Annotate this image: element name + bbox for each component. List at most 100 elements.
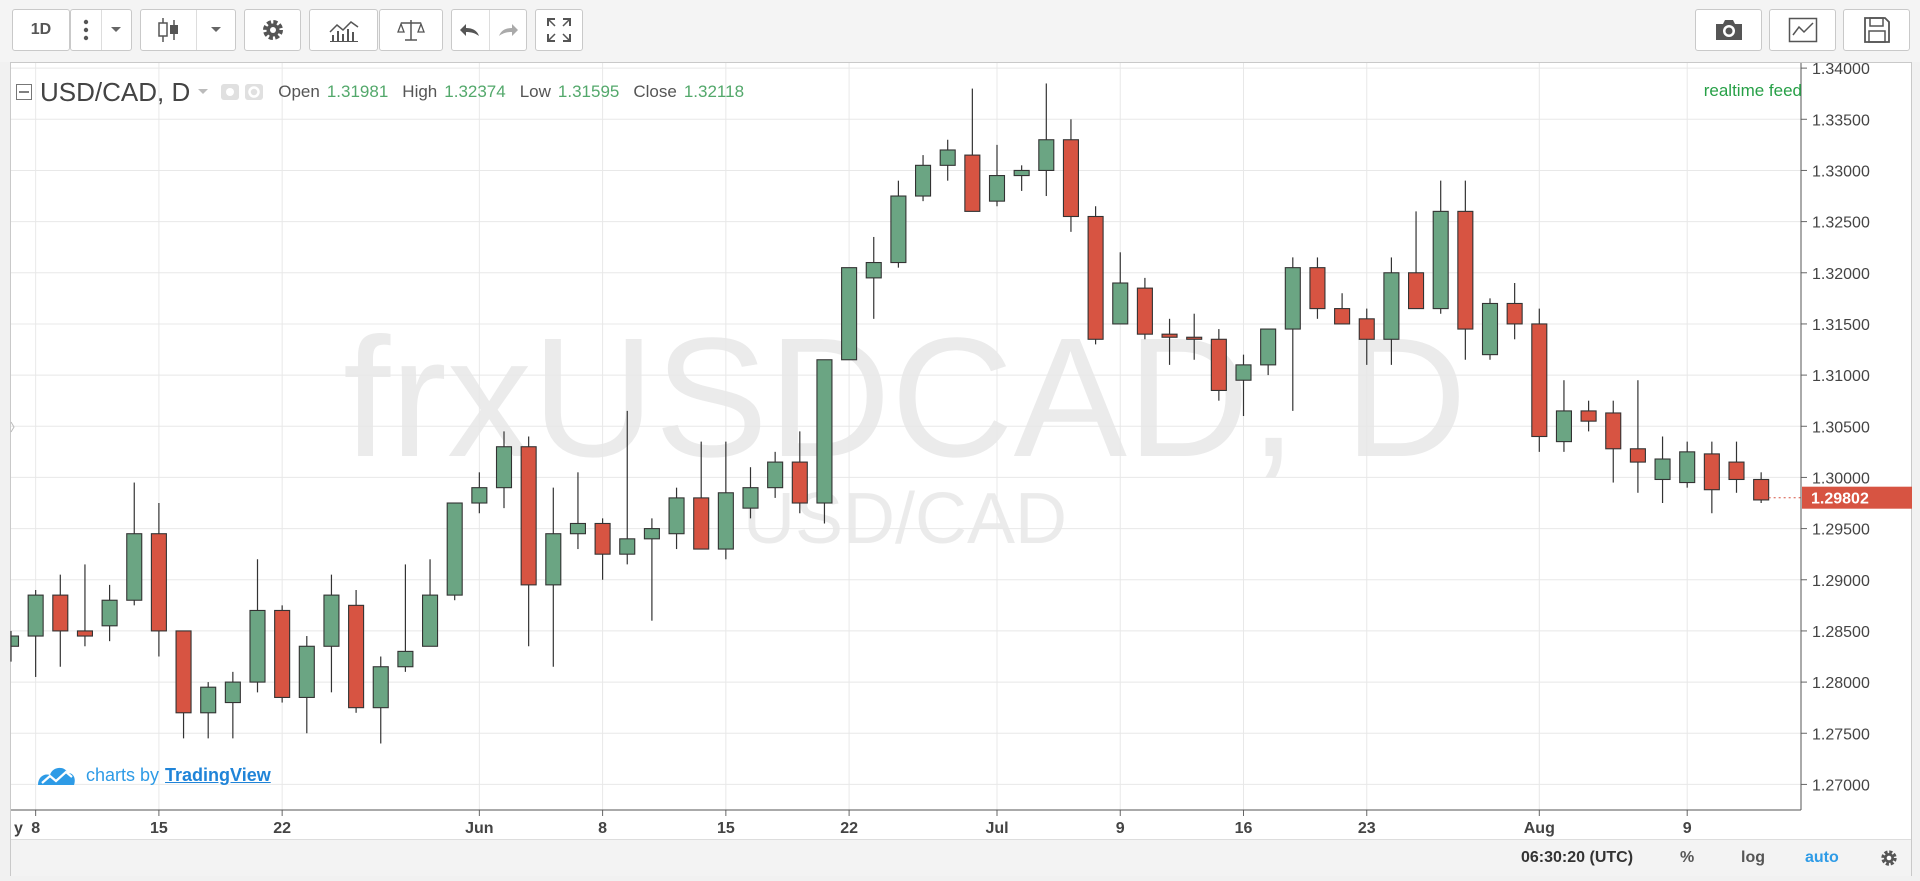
candle <box>10 630 20 662</box>
candle <box>791 431 808 514</box>
open-value: 1.31981 <box>326 82 389 101</box>
interval-menu[interactable] <box>70 9 132 51</box>
y-tick-label: 1.30500 <box>1812 419 1870 436</box>
x-tick-label: 8 <box>598 820 607 837</box>
y-tick-label: 1.28500 <box>1812 624 1870 641</box>
branding-prefix: charts by <box>86 764 160 785</box>
indicators-button[interactable] <box>309 9 378 51</box>
chevron-down-icon[interactable] <box>195 10 235 50</box>
candle <box>1062 119 1079 232</box>
more-icon[interactable] <box>71 10 101 50</box>
candle-body <box>1432 210 1449 310</box>
auto-toggle[interactable]: auto <box>1805 849 1839 866</box>
candle <box>643 518 660 621</box>
candle-body <box>52 594 69 632</box>
interval-button[interactable]: 1D <box>12 9 70 51</box>
x-tick-label: 23 <box>1358 820 1376 837</box>
candles-icon[interactable] <box>141 10 196 50</box>
low-value: 1.31595 <box>557 82 620 101</box>
candle-body <box>126 533 143 601</box>
chevron-down-icon[interactable] <box>100 10 132 50</box>
candle <box>1334 293 1351 325</box>
candle-body <box>421 594 439 647</box>
candle <box>249 559 266 693</box>
candle <box>1112 252 1129 325</box>
y-tick-label: 1.34000 <box>1812 61 1870 78</box>
candle-body <box>1408 272 1425 310</box>
panel-handle-icon[interactable] <box>10 421 15 433</box>
last-price-tag: 1.29802 <box>1802 486 1912 509</box>
candle-body <box>27 594 44 637</box>
gear-icon[interactable] <box>244 83 264 101</box>
candle-body <box>717 492 734 550</box>
candle-body <box>1062 139 1079 218</box>
eye-icon[interactable] <box>220 83 240 101</box>
candle <box>372 656 389 744</box>
candle-body <box>1309 267 1326 310</box>
candle <box>1161 318 1178 365</box>
candle <box>1728 441 1745 493</box>
indicators-icon <box>328 21 358 42</box>
candle-body <box>1506 302 1523 325</box>
candle <box>865 236 882 319</box>
interval-label: 1D <box>30 21 52 38</box>
undo-icon[interactable] <box>452 10 489 50</box>
x-tick-label: Aug <box>1524 820 1555 837</box>
candle-body <box>1260 328 1277 366</box>
candle-body <box>594 522 611 555</box>
candle-body <box>816 359 833 504</box>
y-tick-label: 1.33000 <box>1812 163 1870 180</box>
x-tick-label: 15 <box>150 820 168 837</box>
settings-button[interactable] <box>244 9 301 51</box>
candle-body <box>693 497 710 550</box>
candle-body <box>101 599 118 627</box>
candle-body <box>495 446 513 489</box>
collapse-icon[interactable] <box>16 84 32 100</box>
candle <box>964 88 981 212</box>
percent-toggle[interactable]: % <box>1680 849 1695 866</box>
candle <box>1136 277 1153 340</box>
candle-body <box>988 175 1006 202</box>
candle <box>397 564 414 672</box>
candle <box>348 589 365 713</box>
redo-icon[interactable] <box>488 10 527 50</box>
chart-type-menu[interactable] <box>140 9 236 51</box>
candle <box>914 155 932 202</box>
gear-icon[interactable] <box>1879 848 1899 868</box>
chevron-down-icon[interactable] <box>196 87 210 97</box>
log-toggle[interactable]: log <box>1741 849 1765 866</box>
candle <box>890 180 907 268</box>
save-button[interactable] <box>1843 9 1910 51</box>
chart-properties-button[interactable] <box>1769 9 1836 51</box>
candle-body <box>1383 272 1400 340</box>
candle <box>101 584 118 642</box>
candle <box>717 441 734 560</box>
clock-label: 06:30:20 (UTC) <box>1521 849 1634 866</box>
candle <box>76 564 93 647</box>
candle <box>1605 400 1622 483</box>
candle-body <box>668 497 685 535</box>
compare-button[interactable] <box>379 9 443 51</box>
candle <box>569 472 587 550</box>
fullscreen-button[interactable] <box>535 9 583 51</box>
candle <box>1087 206 1104 345</box>
legend-symbol[interactable]: USD/CAD, D <box>40 76 191 107</box>
save-icon <box>1863 17 1890 43</box>
snapshot-button[interactable] <box>1695 9 1762 51</box>
y-tick-label: 1.33500 <box>1812 112 1870 129</box>
candle <box>1580 400 1597 432</box>
candle <box>841 267 858 361</box>
candle <box>594 518 611 580</box>
tradingview-link[interactable]: TradingView <box>165 764 271 785</box>
candle <box>126 482 143 606</box>
candle <box>1358 308 1375 365</box>
candle <box>767 451 784 498</box>
close-value: 1.32118 <box>683 82 745 101</box>
candle-body <box>1654 458 1671 481</box>
candle-body <box>150 533 167 632</box>
y-tick-label: 1.32500 <box>1812 215 1870 232</box>
candle-body <box>1703 453 1720 491</box>
candle <box>668 487 685 550</box>
candle-body <box>1161 333 1178 338</box>
